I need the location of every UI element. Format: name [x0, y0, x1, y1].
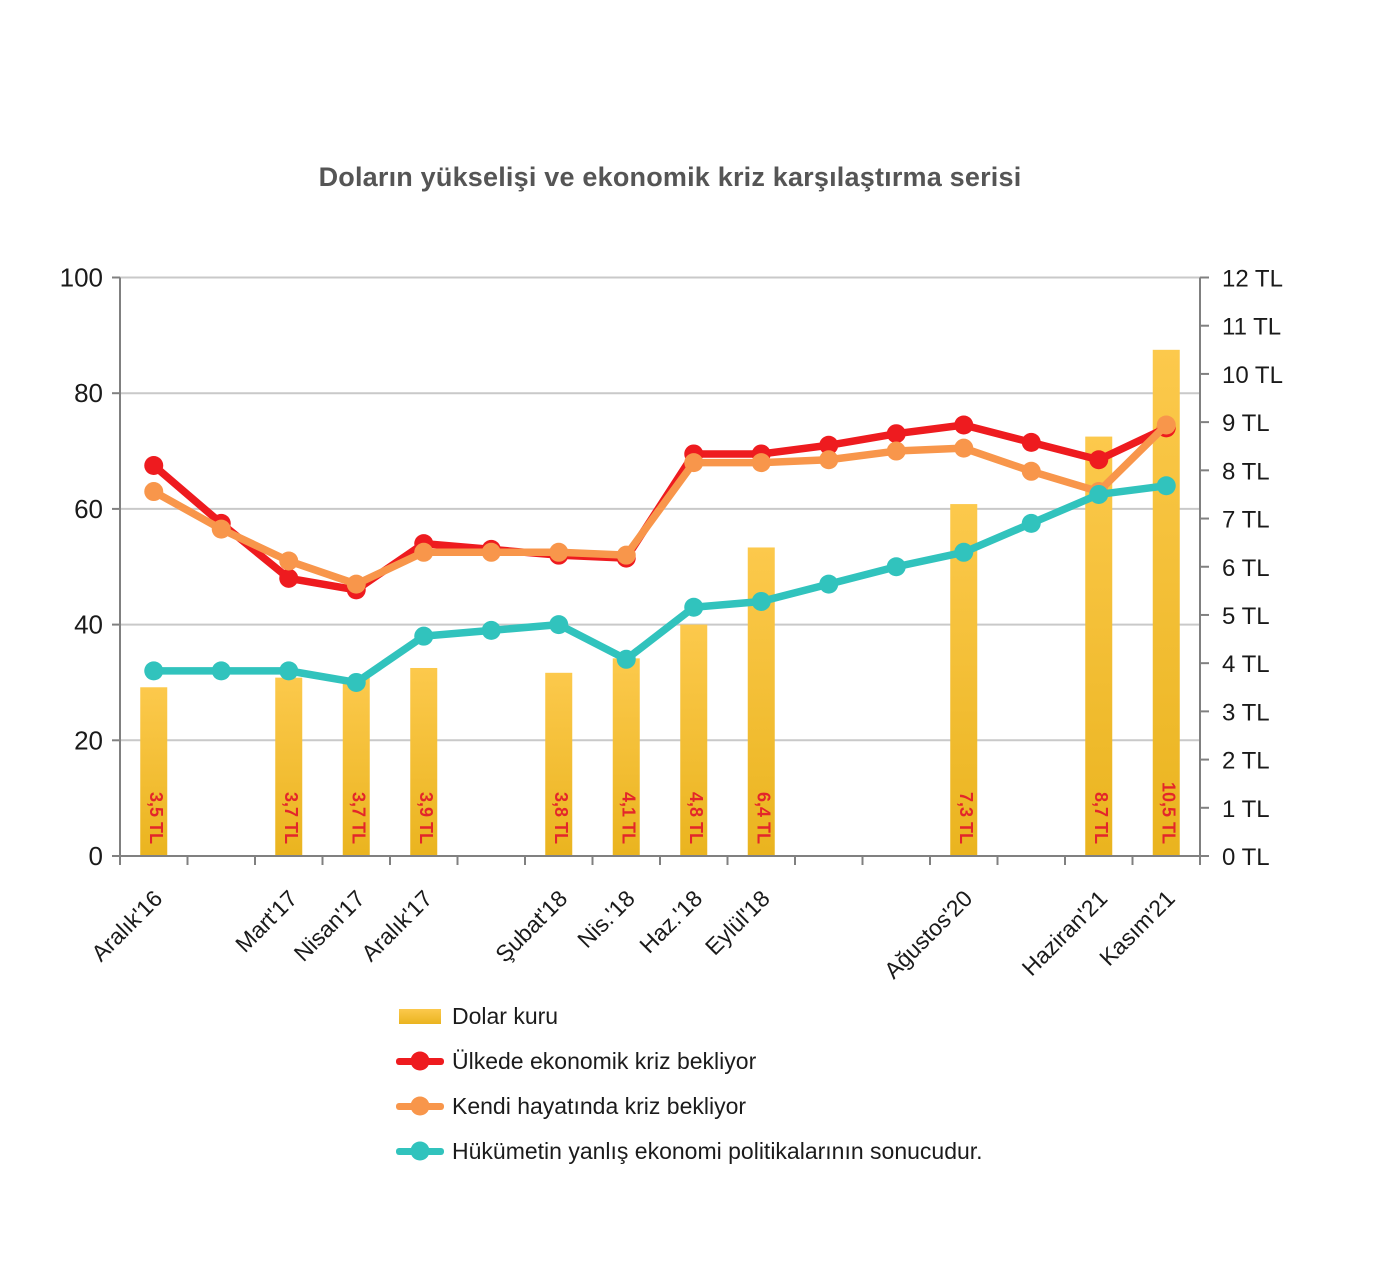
bar-label: 7,3 TL [956, 792, 976, 844]
bar-label: 3,9 TL [416, 792, 436, 844]
bar-label: 3,7 TL [348, 792, 368, 844]
legend-label: Hükümetin yanlış ekonomi politikalarının… [452, 1137, 983, 1164]
right-axis-tick-label: 0 TL [1222, 844, 1270, 871]
right-axis-tick-label: 3 TL [1222, 699, 1270, 726]
x-axis-label-Aralık'16: Aralık'16 [86, 885, 167, 966]
right-axis-tick-label: 9 TL [1222, 410, 1270, 437]
x-axis-label-Şubat'18: Şubat'18 [490, 885, 572, 967]
chart-title: Doların yükselişi ve ekonomik kriz karşı… [318, 162, 1022, 192]
bar-label: 10,5 TL [1158, 782, 1178, 844]
legend: Dolar kuru Ülkede ekonomik kriz bekliyor… [396, 1002, 983, 1184]
left-axis-tick-label: 20 [74, 725, 103, 755]
right-axis-tick-label: 1 TL [1222, 796, 1270, 823]
right-axis-tick-label: 12 TL [1222, 266, 1283, 293]
right-axis-labels: 0 TL 1 TL 2 TL 3 TL 4 TL 5 TL 6 TL 7 TL 8 TL 9 TL… [1222, 266, 1283, 872]
left-axis-tick-label: 40 [74, 610, 103, 640]
bar-Mart'17 [275, 677, 303, 856]
left-axis-tick-label: 0 [89, 841, 103, 871]
bar-label: 4,1 TL [618, 792, 638, 844]
x-axis-label-Haziran'21: Haziran'21 [1017, 885, 1113, 981]
legend-label: Kendi hayatında kriz bekliyor [452, 1092, 747, 1119]
right-axis-tick-label: 8 TL [1222, 458, 1270, 485]
bar-Ağustos'20 [950, 504, 978, 856]
line-swatch-red-icon [396, 1049, 444, 1073]
bar-Haziran'21 [1085, 436, 1113, 856]
line-swatch-teal-icon [396, 1139, 444, 1163]
bar-label: 4,8 TL [686, 792, 706, 844]
right-axis-tick-label: 11 TL [1222, 314, 1281, 341]
line-series-teal [144, 476, 1176, 692]
x-axis-label-Kasım'21: Kasım'21 [1094, 885, 1180, 971]
legend-item-dolar-kuru: Dolar kuru [396, 1002, 983, 1029]
line-series-orange [144, 415, 1176, 594]
x-axis-label-Nisan'17: Nisan'17 [289, 885, 370, 966]
bar-Aralık'17 [410, 667, 438, 856]
right-axis-tick-label: 5 TL [1222, 603, 1270, 630]
legend-item-kendi-kriz: Kendi hayatında kriz bekliyor [396, 1092, 983, 1119]
right-axis-tick-label: 6 TL [1222, 555, 1270, 582]
bar-Şubat'18 [545, 672, 573, 856]
x-axis-label-Ağustos'20: Ağustos'20 [879, 885, 977, 983]
bar-Aralık'16 [140, 687, 168, 856]
left-axis-tick-label: 100 [60, 263, 103, 293]
line-swatch-orange-icon [396, 1094, 444, 1118]
x-axis-label-Eylül'18: Eylül'18 [700, 885, 775, 960]
bar-Nis.'18 [612, 658, 640, 856]
axes [112, 276, 1209, 865]
legend-item-ulkede-kriz: Ülkede ekonomik kriz bekliyor [396, 1047, 983, 1074]
bar-label: 3,7 TL [281, 792, 301, 844]
bar-Nisan'17 [342, 677, 370, 856]
bar-label: 6,4 TL [753, 792, 773, 844]
legend-label: Dolar kuru [452, 1002, 559, 1029]
right-axis-tick-label: 4 TL [1222, 651, 1270, 678]
left-axis-tick-label: 60 [74, 494, 103, 524]
legend-item-hukumet-politika: Hükümetin yanlış ekonomi politikalarının… [396, 1137, 983, 1164]
bar-value-labels: 3,5 TL 3,7 TL 3,7 TL 3,9 TL 3,8 TL 4,1 TL 4,8 … [146, 782, 1179, 844]
left-axis-labels: 0 20 40 60 80 100 [60, 263, 103, 872]
bars [140, 349, 1180, 856]
left-axis-tick-label: 80 [74, 378, 103, 408]
bar-label: 3,8 TL [551, 792, 571, 844]
right-axis-tick-label: 2 TL [1222, 748, 1270, 775]
x-axis-label-Nis.'18: Nis.'18 [572, 885, 640, 953]
x-axis-label-Haz.'18: Haz.'18 [634, 885, 707, 958]
bar-label: 8,7 TL [1091, 792, 1111, 844]
bar-swatch-icon [396, 1004, 444, 1028]
right-axis-tick-label: 7 TL [1222, 507, 1270, 534]
x-axis-label-Aralık'17: Aralık'17 [356, 885, 437, 966]
legend-label: Ülkede ekonomik kriz bekliyor [452, 1047, 757, 1074]
bar-Haz.'18 [680, 624, 708, 856]
right-axis-tick-label: 10 TL [1222, 362, 1283, 389]
bar-label: 3,5 TL [146, 792, 166, 844]
